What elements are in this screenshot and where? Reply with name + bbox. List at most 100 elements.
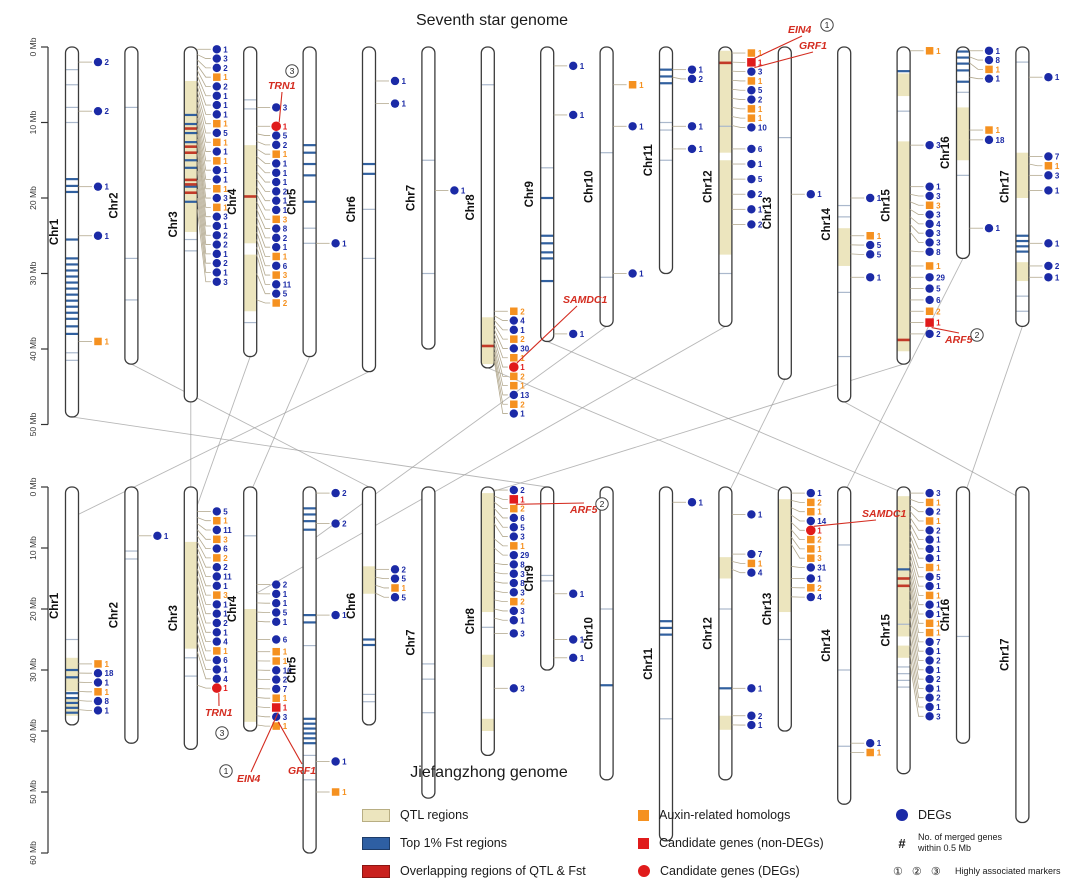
merged-gene-count: 1 (283, 206, 288, 215)
merged-gene-count: 1 (936, 517, 941, 526)
deg-marker (925, 554, 934, 563)
merged-gene-count: 1 (758, 77, 763, 86)
marker-leader-line (256, 706, 271, 708)
auxin-homolog-marker (272, 150, 280, 158)
deg-marker (925, 526, 934, 535)
marker-leader-line (494, 590, 508, 593)
merged-gene-count: 1 (223, 45, 228, 54)
merged-gene-count: 6 (520, 514, 525, 523)
marker-leader-line (494, 495, 508, 500)
marker-leader-line (196, 170, 211, 245)
deg-marker (747, 159, 756, 169)
deg-marker (509, 409, 518, 418)
chromosome-label: Chr12 (702, 617, 714, 650)
auxin-homolog-marker (213, 591, 221, 599)
auxin-homolog-marker (213, 138, 221, 147)
deg-marker (628, 122, 637, 131)
fst-light-band (421, 678, 435, 680)
deg-marker (1044, 152, 1053, 161)
chromosome-label: Chr2 (108, 192, 120, 218)
auxin-homolog-marker (747, 105, 756, 113)
merged-gene-count: 1 (936, 591, 941, 600)
marker-leader-line (909, 498, 924, 503)
merged-gene-count: 1 (996, 126, 1001, 135)
deg-marker (212, 91, 221, 100)
top-genome-title: Seventh star genome (415, 12, 569, 29)
merged-gene-count: 8 (520, 579, 525, 588)
auxin-homolog-marker (213, 203, 221, 212)
deg-marker (747, 205, 756, 214)
merged-gene-count: 1 (639, 270, 644, 279)
marker-leader-line (790, 544, 805, 559)
merged-gene-count: 8 (283, 225, 288, 234)
fst-swatch (362, 836, 390, 850)
merged-gene-count: 1 (520, 542, 525, 551)
deg-marker (212, 100, 221, 110)
merged-gene-count: 1 (223, 92, 228, 101)
merged-gene-count: 1 (580, 590, 585, 599)
merged-gene-count: 5 (520, 523, 525, 532)
marker-leader-line (909, 566, 924, 606)
merged-gene-count: 3 (520, 588, 525, 597)
merged-gene-count: 1 (223, 120, 228, 129)
marker-leader-line (256, 163, 271, 174)
merged-gene-count: 1 (936, 545, 941, 554)
chromosome-outline (718, 46, 733, 328)
candidate-deg-marker (212, 683, 222, 693)
merged-gene-count: 2 (283, 299, 288, 308)
deg-marker (806, 488, 815, 498)
marker-leader-line (672, 76, 686, 80)
marker-leader-line (731, 561, 746, 564)
auxin-homolog-marker (510, 354, 518, 362)
marker-leader-line (196, 112, 211, 162)
fst-light-band (303, 779, 317, 781)
qtl-region (1015, 152, 1029, 198)
fst-light-band (837, 355, 851, 358)
merged-gene-count: 1 (105, 688, 110, 697)
merged-gene-count: 7 (283, 685, 288, 694)
fst-band (1015, 245, 1029, 248)
deg-marker (212, 45, 221, 54)
deg-marker (747, 220, 756, 229)
fst-band (303, 200, 317, 203)
marker-leader-line (256, 194, 271, 211)
deg-marker (212, 147, 221, 156)
fst-light-band (65, 638, 79, 641)
merged-gene-count: 1 (283, 122, 288, 131)
deg-marker (509, 578, 518, 588)
merged-gene-count: 3 (936, 201, 941, 210)
fst-light-band (184, 238, 198, 241)
merged-gene-count: 1 (105, 337, 110, 346)
chromosome-label: Chr9 (524, 565, 536, 591)
marker-leader-line (909, 547, 924, 578)
overlap-band (243, 195, 257, 198)
marker-leader-line (909, 590, 924, 643)
overlap-band (481, 344, 495, 348)
marker-leader-line (909, 224, 924, 234)
legend-label: Overlapping regions of QTL & Fst (400, 864, 586, 878)
deg-marker (747, 684, 756, 693)
merged-gene-count: 3 (520, 629, 525, 638)
fst-light-band (421, 663, 435, 665)
merged-gene-count: 2 (223, 259, 228, 268)
deg-marker (272, 205, 281, 215)
auxin-homolog-marker (925, 201, 934, 210)
deg-marker (925, 535, 934, 544)
overlap-band (184, 183, 198, 186)
marker-badge-number: 3 (290, 66, 295, 76)
fst-band (65, 238, 79, 241)
deg-marker (687, 498, 697, 507)
marker-leader-line (909, 560, 924, 596)
auxin-homolog-marker (94, 688, 102, 696)
marker-leader-line (494, 562, 508, 565)
scale-tick-label: 50 Mb (28, 412, 38, 436)
auxin-homolog-marker (807, 507, 815, 516)
fst-light-band (421, 272, 435, 275)
chromosome-top-chr1: Chr1 2 2 1 1 1 (49, 46, 110, 418)
deg-marker (747, 720, 756, 730)
marker-leader-line (196, 561, 211, 587)
chromosome-outline (302, 46, 317, 358)
deg-marker (212, 212, 221, 221)
marker-leader-line (196, 128, 211, 190)
